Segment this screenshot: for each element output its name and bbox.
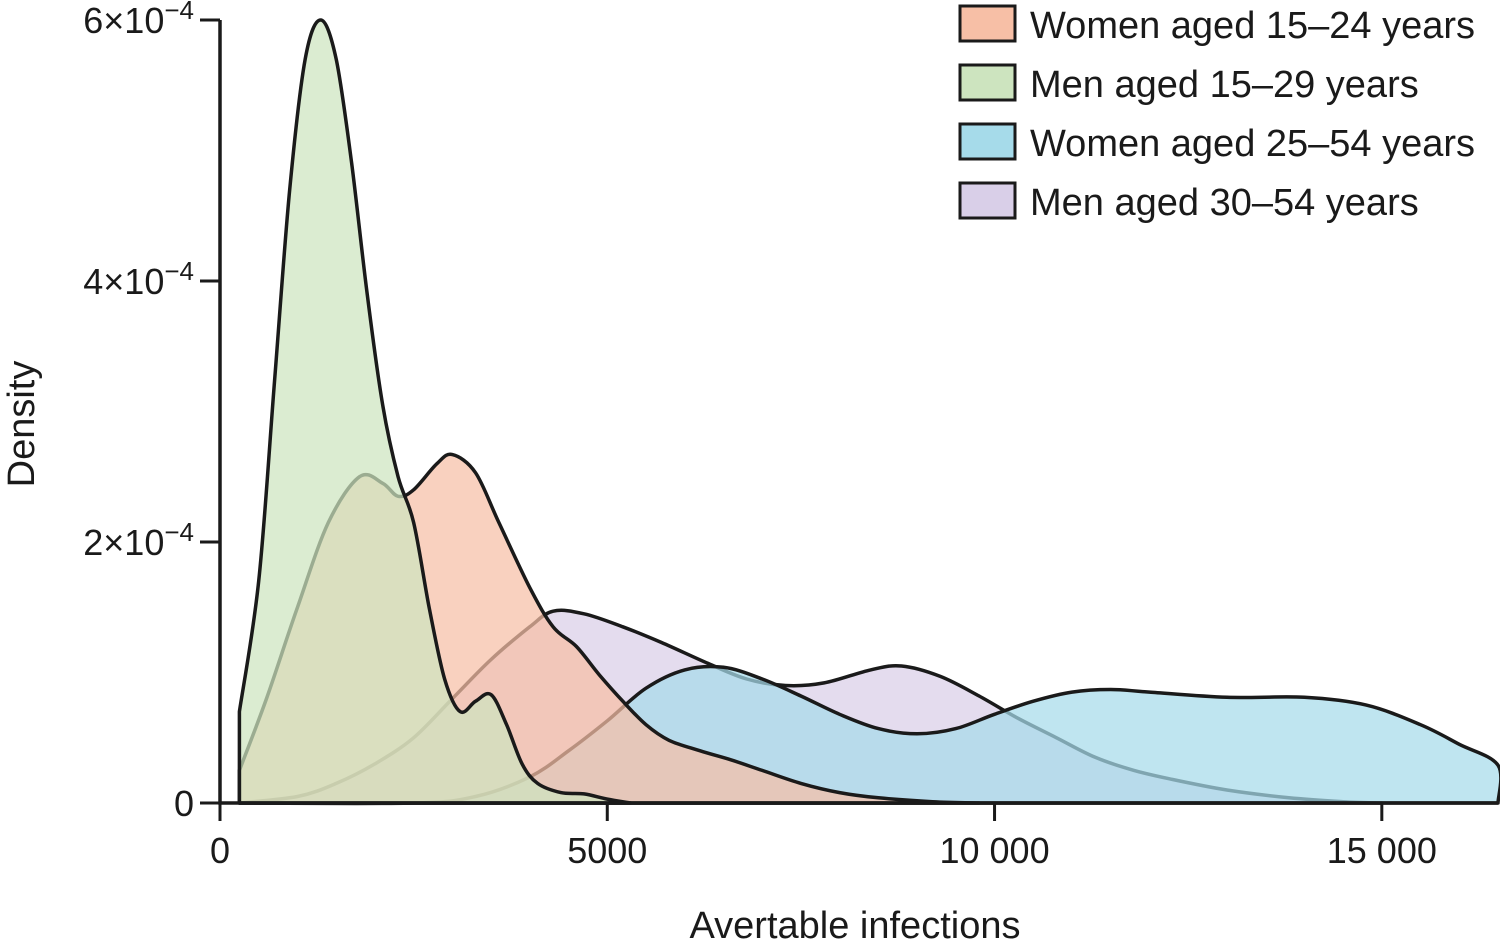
legend-swatch: [958, 122, 1017, 161]
legend-swatch: [958, 181, 1017, 220]
x-tick-label: 10 000: [939, 830, 1049, 871]
x-axis-ticks: 0 5000 10 000 15 000: [210, 803, 1437, 871]
density-areas: [237, 18, 1500, 806]
y-axis-ticks: 0 2×10−4 4×10−4 6×10−4: [83, 0, 220, 824]
y-axis-title: Density: [1, 361, 43, 488]
y-tick-label: 2×10−4: [83, 517, 194, 563]
legend: Women aged 15–24 years Men aged 15–29 yea…: [958, 4, 1475, 224]
legend-label: Women aged 15–24 years: [1030, 5, 1475, 47]
legend-label: Men aged 30–54 years: [1030, 182, 1419, 224]
x-tick-label: 0: [210, 830, 230, 871]
y-tick-label: 4×10−4: [83, 256, 194, 302]
y-tick-label: 6×10−4: [83, 0, 194, 41]
legend-swatch: [958, 4, 1017, 43]
legend-swatch: [958, 63, 1017, 102]
x-tick-label: 5000: [567, 830, 647, 871]
legend-label: Men aged 15–29 years: [1030, 64, 1419, 106]
x-tick-label: 15 000: [1327, 830, 1437, 871]
legend-label: Women aged 25–54 years: [1030, 123, 1475, 165]
y-tick-label: 0: [174, 783, 194, 824]
x-axis-title: Avertable infections: [690, 905, 1021, 944]
density-area-4: [237, 18, 633, 805]
